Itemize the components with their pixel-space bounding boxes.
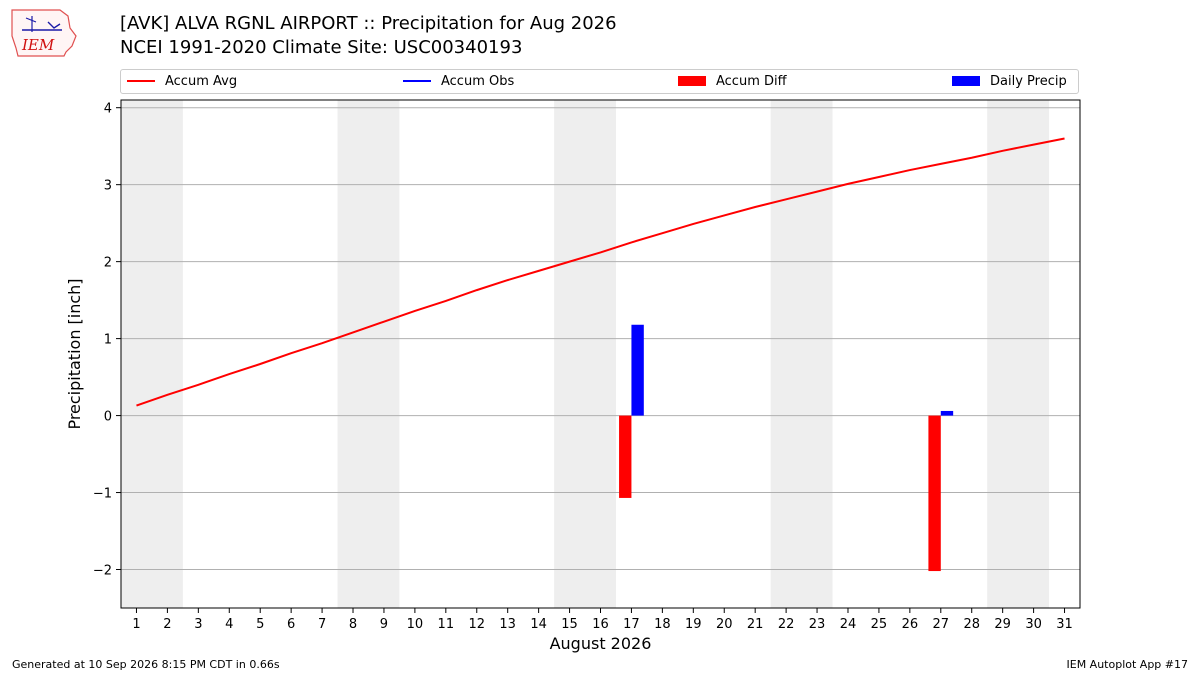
x-tick-label: 25 [871,617,888,632]
x-tick-label: 27 [933,617,950,632]
chart-subtitle: NCEI 1991-2020 Climate Site: USC00340193 [120,37,523,58]
accum-diff-bar [619,415,632,498]
legend-swatch [952,75,980,86]
x-tick-label: 7 [318,617,326,632]
footer-app-id: IEM Autoplot App #17 [1066,658,1189,671]
x-tick-label: 12 [468,617,485,632]
legend-item-accum-diff: Accum Diff [678,74,787,90]
iem-logo: IEM [11,9,77,57]
chart-title: [AVK] ALVA RGNL AIRPORT :: Precipitation… [120,13,617,34]
x-tick-label: 16 [592,617,609,632]
legend-label: Accum Avg [165,74,238,89]
x-tick-label: 18 [654,617,671,632]
daily-precip-bar [940,410,954,416]
legend-swatch [678,75,706,86]
y-tick-label: 0 [104,410,112,425]
legend-swatch [403,79,431,82]
x-tick-label: 10 [407,617,424,632]
weekend-shade [554,100,616,608]
x-tick-label: 11 [438,617,455,632]
y-tick-label: 4 [104,102,112,117]
x-tick-label: 31 [1056,617,1073,632]
x-tick-label: 29 [994,617,1011,632]
x-tick-label: 9 [380,617,388,632]
y-tick-label: 3 [104,179,112,194]
weekend-shade [770,100,833,608]
x-tick-label: 4 [225,617,233,632]
x-tick-label: 20 [716,617,733,632]
y-axis-label: Precipitation [inch] [65,278,84,429]
x-tick-label: 8 [349,617,357,632]
legend-label: Accum Diff [716,74,787,89]
weekend-shade [337,100,400,608]
legend: Accum Avg Accum Obs Accum Diff Daily Pre… [120,69,1079,94]
weekend-shade [987,100,1050,608]
x-axis-label: August 2026 [550,634,652,653]
legend-item-accum-obs: Accum Obs [403,74,514,90]
accum-avg-line [136,137,1065,407]
y-tick-label: 1 [104,333,112,348]
x-tick-label: 23 [809,617,826,632]
daily-precip-bar [631,324,644,416]
y-tick-label: −2 [93,564,112,579]
x-tick-label: 3 [194,617,202,632]
legend-item-accum-avg: Accum Avg [127,74,237,90]
x-tick-label: 13 [499,617,516,632]
x-tick-label: 14 [530,617,547,632]
accum-diff-bar [928,415,941,572]
x-tick-label: 30 [1025,617,1042,632]
legend-label: Accum Obs [441,74,515,89]
x-tick-label: 24 [840,617,857,632]
x-tick-label: 28 [963,617,980,632]
y-tick-label: −1 [93,487,112,502]
x-tick-label: 19 [685,617,702,632]
y-tick-label: 2 [104,256,112,271]
logo-text: IEM [21,36,55,54]
x-tick-label: 22 [778,617,795,632]
x-tick-label: 1 [132,617,140,632]
legend-label: Daily Precip [990,74,1067,89]
x-tick-label: 15 [561,617,578,632]
x-tick-label: 2 [163,617,171,632]
x-tick-label: 5 [256,617,264,632]
legend-swatch [127,79,155,82]
x-tick-label: 26 [902,617,919,632]
x-tick-label: 21 [747,617,764,632]
weekend-shade [121,100,183,608]
legend-item-daily-precip: Daily Precip [952,74,1067,90]
x-tick-label: 17 [623,617,640,632]
footer-generated: Generated at 10 Sep 2026 8:15 PM CDT in … [12,658,280,671]
x-tick-label: 6 [287,617,295,632]
